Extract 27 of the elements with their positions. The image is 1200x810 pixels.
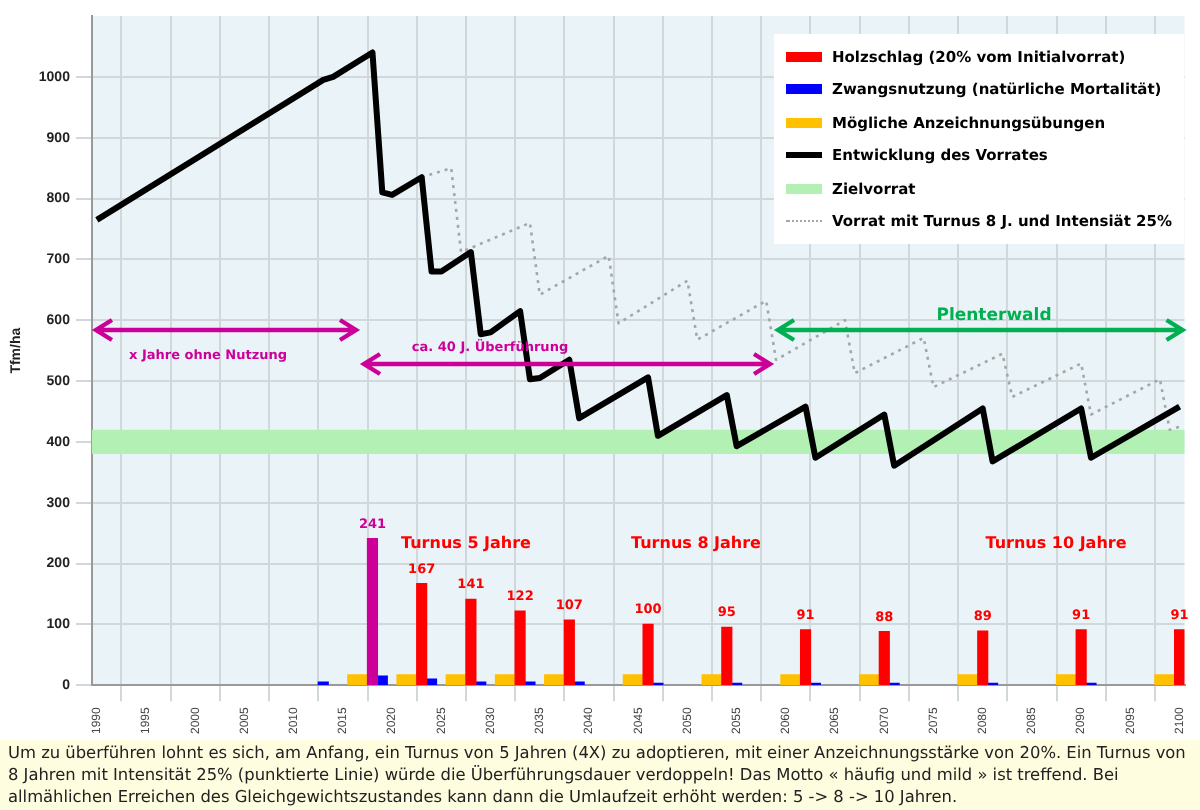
bar: [563, 619, 575, 685]
bar: [465, 598, 477, 685]
bar: [859, 674, 871, 685]
bar: [721, 626, 733, 685]
bar: [977, 630, 989, 685]
bar: [544, 674, 556, 685]
annotation: Turnus 5 Jahre: [401, 534, 533, 553]
bar: [642, 623, 654, 685]
bar: [1154, 674, 1166, 685]
bar: [396, 674, 408, 685]
bar: [1075, 629, 1087, 685]
annotation: Turnus 10 Jahre: [985, 534, 1128, 553]
bar: [366, 538, 379, 685]
bar: [799, 629, 812, 685]
bar: [622, 674, 634, 685]
annotation: Plenterwald: [936, 306, 1052, 327]
bar: [416, 583, 428, 685]
bar: [494, 674, 507, 685]
bar: [514, 610, 526, 685]
annotation: Turnus 8 Jahre: [631, 534, 763, 553]
text: Um zu überführen lohnt es sich, am Anfang, ein Turnus von 5 Jahren (4X) zu adoptieren, mit einer Anzeichnungsstärke von 20%. Ein Turnus von 8 Jahren mit Intensität 25% (punktierte Linie) würde die Überführungsdauer verdoppeln! Das Motto « häufig und mild » ist treffend. Bei allmählichen Erreichen des Gleichgewichtszustandes kann dann die Umlaufzeit erhöht werden: 5 -> 8 -> 10 Jahren.: [8, 742, 1188, 808]
bar: [780, 674, 792, 685]
bar: [957, 674, 969, 685]
bar: [1174, 629, 1185, 685]
bar: [1055, 674, 1068, 685]
bar: [878, 631, 890, 685]
bar: [347, 674, 359, 685]
